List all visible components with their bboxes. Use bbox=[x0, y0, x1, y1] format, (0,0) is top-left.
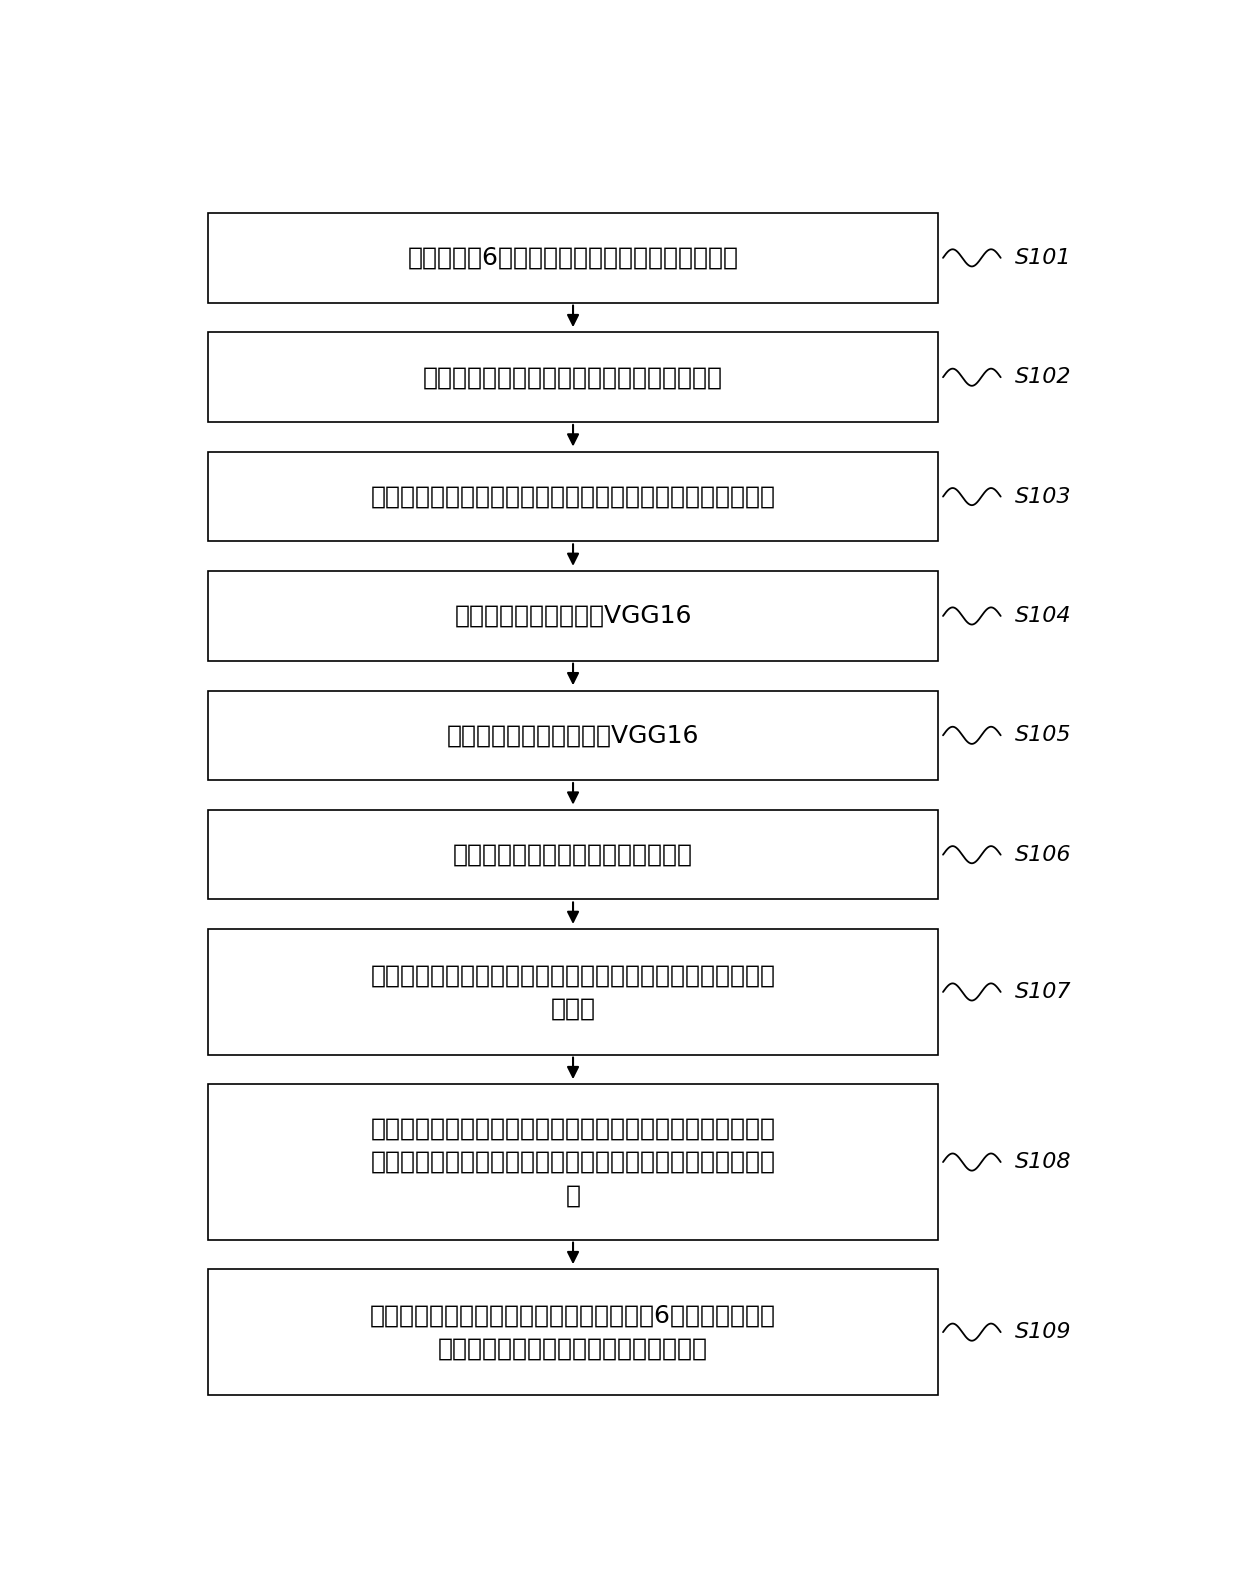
Bar bbox=[208, 1269, 939, 1395]
Text: 根据多个所述图像块建立所述图像数据对应的训练集和测试集: 根据多个所述图像块建立所述图像数据对应的训练集和测试集 bbox=[371, 484, 775, 508]
Text: 采用所述训练集对所述木材图像鉴别多层卷积神经网络进行深
度学习: 采用所述训练集对所述木材图像鉴别多层卷积神经网络进行深 度学习 bbox=[371, 963, 775, 1020]
Text: S103: S103 bbox=[1016, 487, 1071, 506]
Bar bbox=[208, 810, 939, 899]
Text: 根据所述图像识别深度学习算法模型对所述6种紫檀属木材图
像数据进行识别，得到识别结果和置信度: 根据所述图像识别深度学习算法模型对所述6种紫檀属木材图 像数据进行识别，得到识别… bbox=[370, 1304, 776, 1361]
Text: 采用所述测试集对深度学习的模型进行测试，根据测试结果优
化模型参数，生成所述待鉴别木材的图像识别深度学习算法模
型: 采用所述测试集对深度学习的模型进行测试，根据测试结果优 化模型参数，生成所述待鉴… bbox=[371, 1116, 775, 1208]
Bar bbox=[208, 452, 939, 541]
Text: S104: S104 bbox=[1016, 607, 1071, 626]
Text: 采集待鉴别6种紫檀属木材的横切面构造图像数据: 采集待鉴别6种紫檀属木材的横切面构造图像数据 bbox=[408, 245, 739, 271]
Text: 构建木材图像鉴别多层卷积神经网络: 构建木材图像鉴别多层卷积神经网络 bbox=[453, 842, 693, 866]
Bar bbox=[208, 213, 939, 302]
Text: 构建多层卷积神经网络VGG16: 构建多层卷积神经网络VGG16 bbox=[454, 603, 692, 627]
Text: S102: S102 bbox=[1016, 368, 1071, 387]
Text: S109: S109 bbox=[1016, 1321, 1071, 1342]
Text: 预训练多层卷积神经网络VGG16: 预训练多层卷积神经网络VGG16 bbox=[446, 723, 699, 747]
Text: 将所述图像数据分割为多个大小一致的图像块: 将所述图像数据分割为多个大小一致的图像块 bbox=[423, 365, 723, 388]
Bar bbox=[208, 930, 939, 1054]
Text: S107: S107 bbox=[1016, 982, 1071, 1001]
Bar bbox=[208, 333, 939, 422]
Text: S108: S108 bbox=[1016, 1153, 1071, 1172]
Text: S105: S105 bbox=[1016, 726, 1071, 745]
Text: S106: S106 bbox=[1016, 845, 1071, 864]
Text: S101: S101 bbox=[1016, 248, 1071, 267]
Bar bbox=[208, 691, 939, 780]
Bar bbox=[208, 1084, 939, 1240]
Bar bbox=[208, 572, 939, 661]
